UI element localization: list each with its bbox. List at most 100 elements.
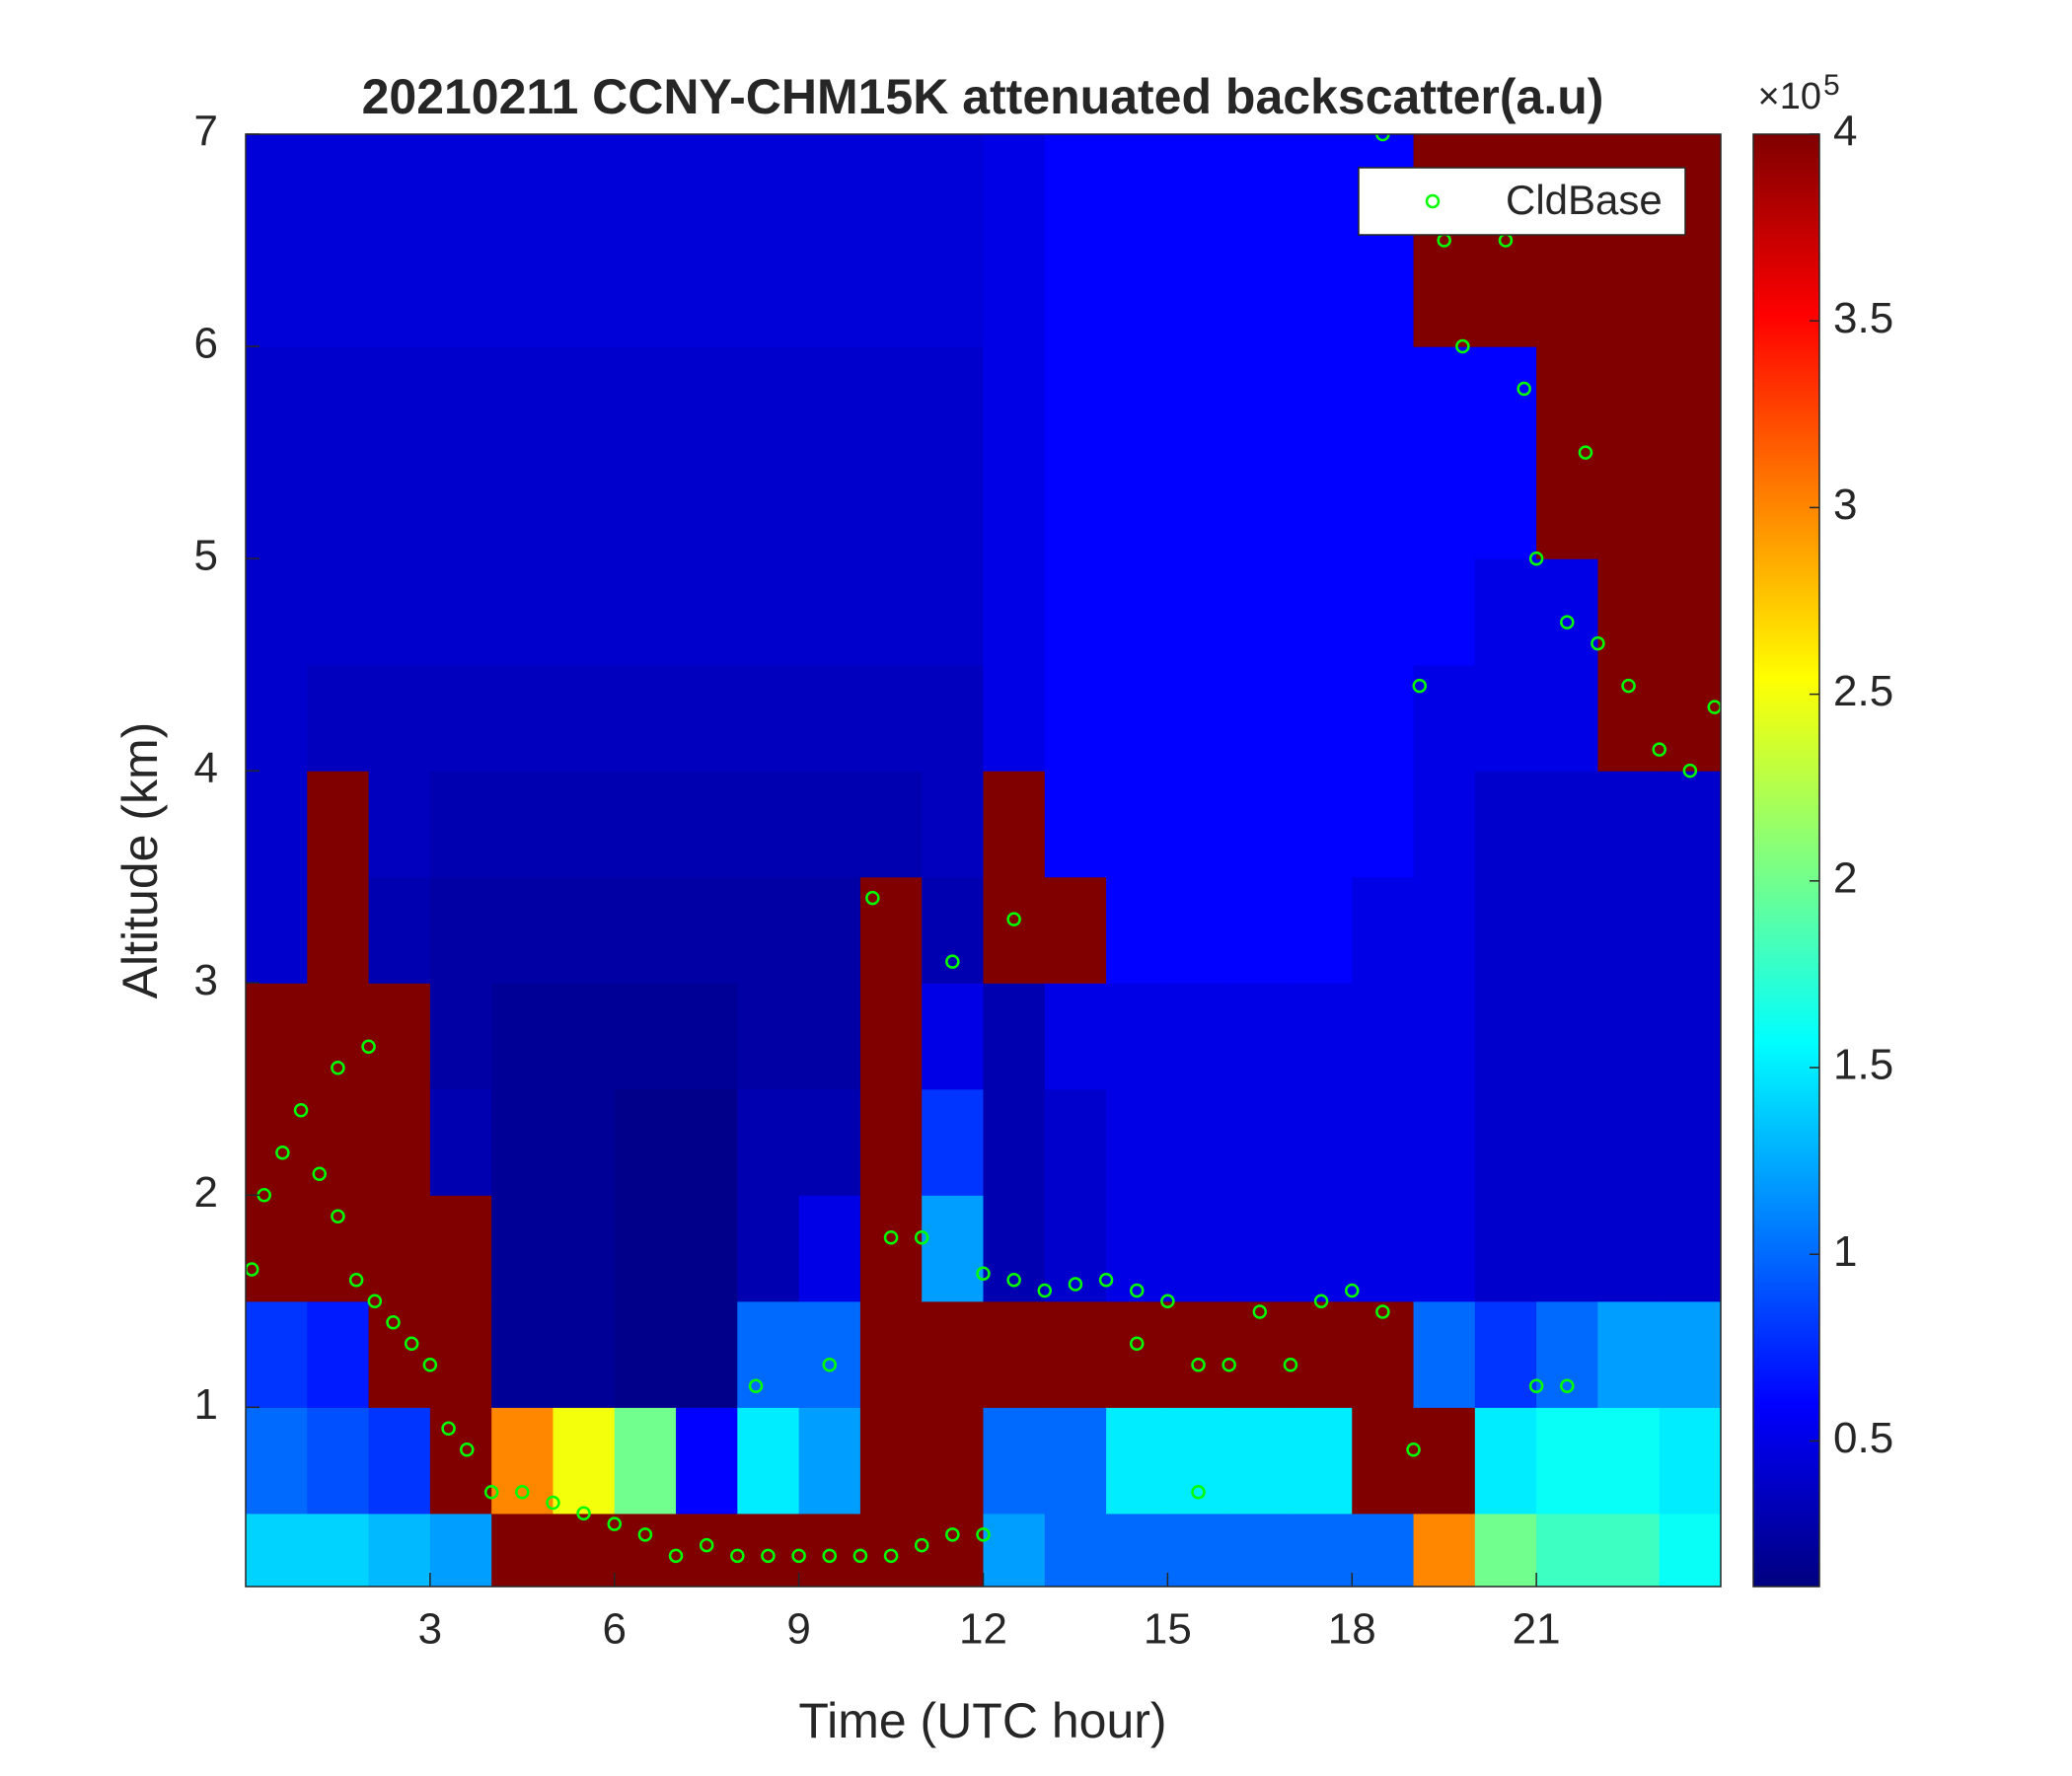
heatmap-cell	[429, 983, 492, 1090]
heatmap-cell	[307, 1088, 370, 1196]
cloud-base-point	[367, 1294, 383, 1309]
heatmap-cell	[1597, 664, 1661, 772]
heatmap-cell	[246, 876, 308, 984]
heatmap-cell	[859, 1195, 923, 1302]
heatmap-cell	[368, 1195, 431, 1302]
heatmap-cell	[1597, 1407, 1661, 1515]
heatmap-cell	[368, 1088, 431, 1196]
heatmap-cell	[246, 134, 308, 242]
heatmap-cell	[1044, 346, 1107, 454]
heatmap-cell	[1106, 771, 1168, 878]
heatmap-cell	[429, 1300, 492, 1408]
heatmap-cell	[1597, 1513, 1661, 1587]
heatmap-cell	[1413, 346, 1476, 454]
heatmap-cell	[553, 558, 616, 666]
heatmap-cell	[1290, 876, 1353, 984]
colorbar-tick-label: 1.5	[1833, 1041, 1893, 1089]
heatmap-cell	[491, 1513, 555, 1587]
y-tick-label: 6	[194, 320, 218, 368]
heatmap-cell	[307, 771, 370, 878]
y-tick-label: 1	[194, 1380, 218, 1429]
heatmap-cell	[922, 664, 985, 772]
heatmap-cell	[246, 346, 308, 454]
heatmap-cell	[368, 134, 431, 242]
y-tick-label: 7	[194, 108, 218, 156]
cloud-base-point	[275, 1145, 290, 1160]
heatmap-cell	[1474, 983, 1537, 1090]
heatmap-cell	[307, 558, 370, 666]
cloud-base-point	[1037, 1283, 1053, 1298]
heatmap-cell	[368, 771, 431, 878]
heatmap-cell	[859, 452, 923, 559]
heatmap-cell	[614, 1300, 677, 1408]
heatmap-cell	[922, 1195, 985, 1302]
heatmap-cell	[1659, 240, 1721, 347]
cloud-base-point	[1682, 763, 1698, 778]
y-tick-label: 4	[194, 744, 218, 792]
cloud-base-point	[822, 1548, 838, 1564]
heatmap-cell	[737, 134, 800, 242]
heatmap-cell	[1536, 664, 1599, 772]
heatmap-cell	[859, 664, 923, 772]
heatmap-cell	[1659, 1088, 1721, 1196]
heatmap-cell	[1536, 1300, 1599, 1408]
cloud-base-point	[1191, 1485, 1206, 1500]
heatmap-cell	[1597, 771, 1661, 878]
heatmap-cell	[1044, 1300, 1107, 1408]
heatmap-cell	[1597, 452, 1661, 559]
heatmap-cell	[676, 558, 738, 666]
heatmap-cell	[1474, 771, 1537, 878]
heatmap-cell	[1228, 1300, 1292, 1408]
heatmap-cell	[1290, 1088, 1353, 1196]
heatmap-cell	[1352, 876, 1415, 984]
cloud-base-point	[293, 1102, 309, 1118]
heatmap-cell	[1106, 134, 1168, 242]
heatmap-cell	[1290, 134, 1353, 242]
heatmap-cell	[737, 452, 800, 559]
heatmap-cell	[798, 1407, 861, 1515]
heatmap-cell	[1352, 558, 1415, 666]
cloud-base-point	[1129, 1336, 1145, 1352]
heatmap-cell	[429, 1088, 492, 1196]
heatmap-cell	[1228, 983, 1292, 1090]
heatmap-cell	[1474, 1088, 1537, 1196]
heatmap-cell	[246, 1407, 308, 1515]
heatmap-cell	[491, 771, 555, 878]
cloud-base-point	[1591, 635, 1605, 651]
heatmap-cell	[1290, 1300, 1353, 1408]
cloud-base-point	[1313, 1294, 1329, 1309]
cloud-base-point	[1412, 678, 1428, 694]
heatmap-cell	[1597, 240, 1661, 347]
heatmap-cell	[859, 240, 923, 347]
heatmap-cell	[614, 452, 677, 559]
heatmap-cell	[1290, 1513, 1353, 1587]
heatmap-cell	[1659, 1300, 1721, 1408]
heatmap-cell	[1106, 1407, 1168, 1515]
heatmap-cell	[798, 558, 861, 666]
heatmap-cell	[614, 134, 677, 242]
heatmap-cell	[983, 134, 1046, 242]
heatmap-cell	[307, 1300, 370, 1408]
heatmap-cell	[1290, 1195, 1353, 1302]
heatmap-cell	[1167, 346, 1230, 454]
heatmap-cell	[737, 1407, 800, 1515]
heatmap-cell	[1167, 1513, 1230, 1587]
heatmap-cell	[1597, 876, 1661, 984]
heatmap-cell	[553, 1513, 616, 1587]
legend-box	[1358, 167, 1686, 236]
heatmap-cell	[1352, 1088, 1415, 1196]
heatmap-cell	[246, 558, 308, 666]
colorbar-tick-label: 2.5	[1833, 667, 1893, 715]
heatmap-cell	[676, 664, 738, 772]
heatmap-cell	[1536, 771, 1599, 878]
y-tick-label: 2	[194, 1168, 218, 1217]
heatmap-cell	[983, 771, 1046, 878]
heatmap-cell	[491, 876, 555, 984]
cloud-base-point	[1406, 1443, 1421, 1457]
cloud-base-point	[1006, 1273, 1021, 1288]
heatmap-cell	[1044, 876, 1107, 984]
colorbar-tick-label: 2	[1833, 853, 1857, 902]
heatmap-cell	[614, 983, 677, 1090]
heatmap-cell	[1474, 558, 1537, 666]
heatmap-cell	[1536, 346, 1599, 454]
